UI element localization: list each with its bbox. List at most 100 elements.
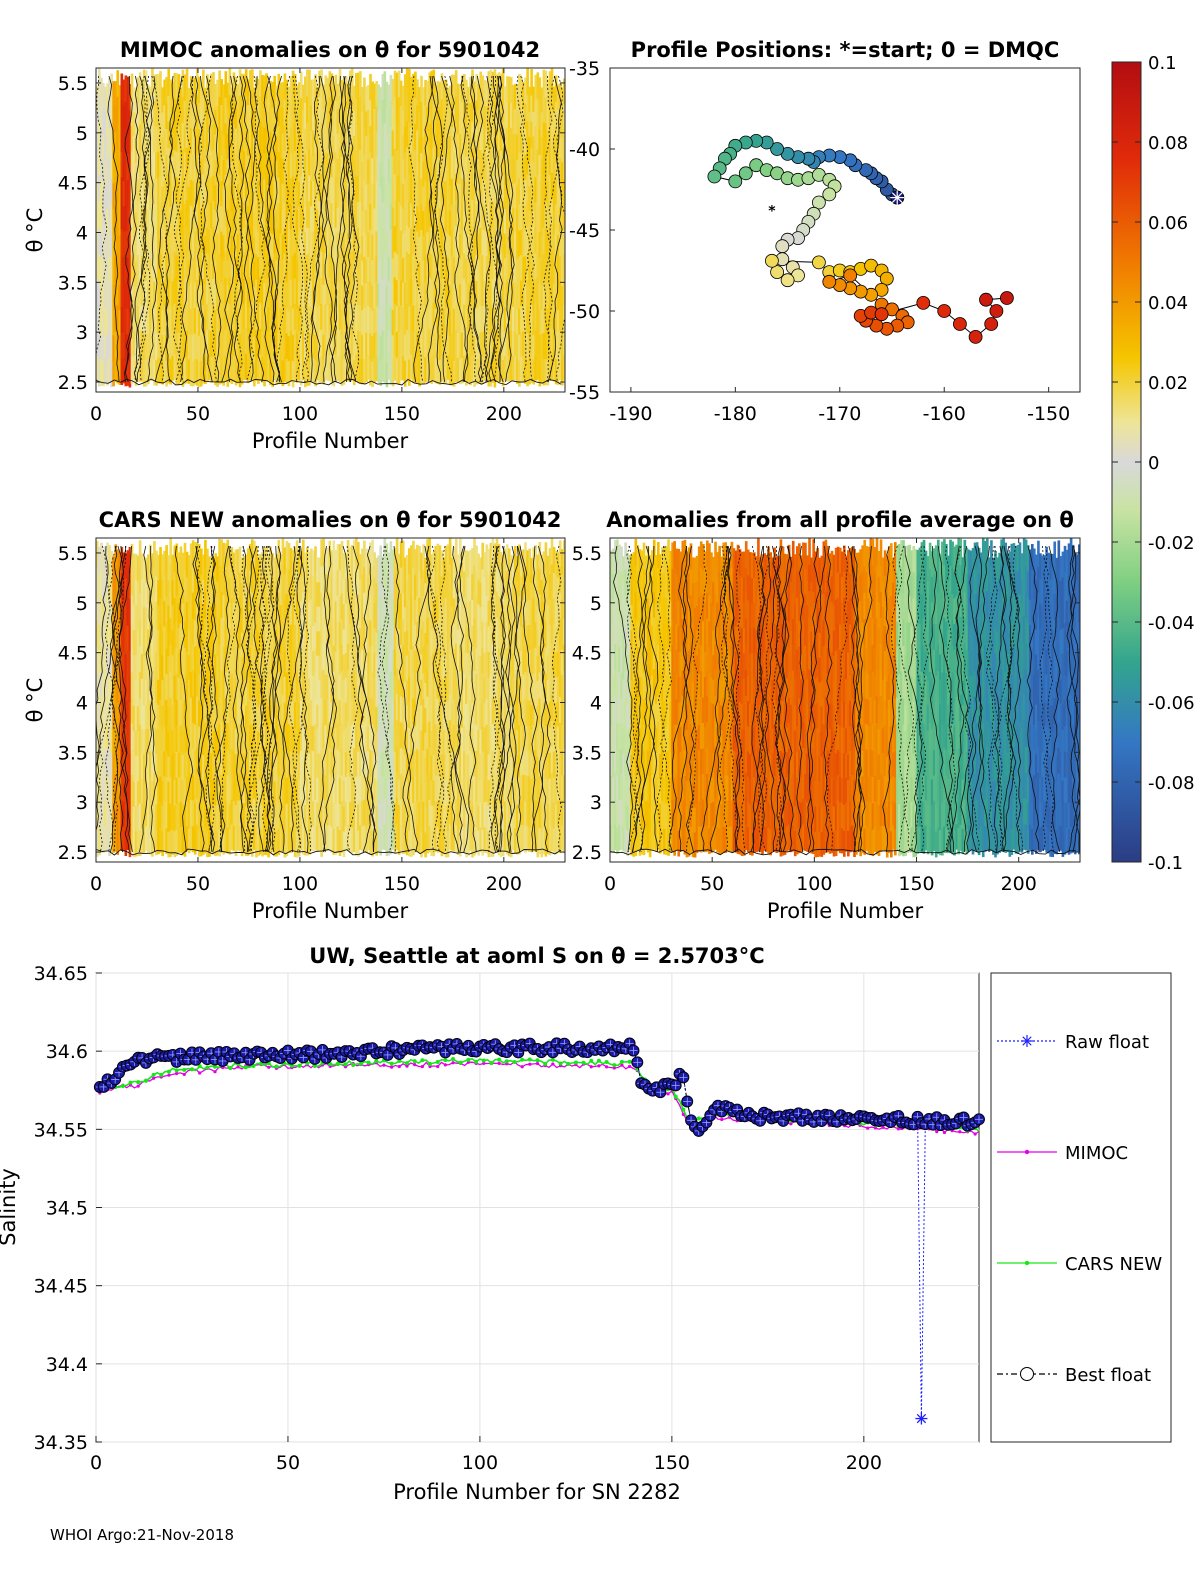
heatmap-cell — [218, 776, 221, 804]
heatmap-cell — [310, 130, 313, 156]
heatmap-cell — [295, 804, 299, 831]
heatmap-cell — [412, 593, 415, 620]
heatmap-cell — [147, 284, 150, 310]
heatmap-cell — [163, 230, 166, 256]
heatmap-cell — [348, 354, 352, 382]
heatmap-cell — [297, 305, 301, 331]
heatmap-cell — [528, 210, 531, 236]
heatmap-cell — [405, 355, 409, 383]
heatmap-cell — [526, 121, 529, 149]
heatmap-cell — [495, 355, 499, 382]
heatmap-cell — [236, 109, 240, 135]
heatmap-cell — [373, 677, 376, 703]
heatmap-cell — [236, 599, 240, 625]
heatmap-cell — [322, 84, 325, 110]
heatmap-cell — [377, 777, 381, 803]
heatmap-cell — [234, 600, 238, 627]
heatmap-cell — [142, 704, 146, 730]
heatmap-cell — [395, 72, 399, 99]
heatmap-cell — [481, 75, 485, 102]
heatmap-cell — [198, 622, 201, 649]
heatmap-cell — [391, 599, 395, 625]
heatmap-cell — [420, 229, 423, 256]
heatmap-cell — [338, 329, 342, 356]
heatmap-cell — [350, 673, 354, 700]
heatmap-cell — [269, 648, 272, 675]
heatmap-cell — [399, 670, 403, 697]
heatmap-cell — [403, 308, 407, 335]
heatmap-cell — [401, 566, 405, 594]
heatmap-cell — [306, 95, 309, 123]
heatmap-cell — [187, 137, 191, 163]
heatmap-cell — [261, 305, 264, 332]
heatmap-cell — [293, 74, 297, 100]
heatmap-cell — [104, 86, 107, 112]
heatmap-cell — [481, 280, 485, 307]
heatmap-cell — [418, 186, 421, 213]
heatmap-cell — [320, 830, 323, 857]
heatmap-cell — [340, 80, 344, 106]
contour-line — [547, 75, 563, 383]
heatmap-cell — [100, 645, 103, 673]
heatmap-cell — [295, 593, 299, 620]
heatmap-cell — [120, 698, 124, 725]
heatmap-cell — [308, 174, 311, 202]
heatmap-cell — [153, 203, 156, 231]
heatmap-cell — [436, 181, 440, 208]
heatmap-cell — [212, 123, 215, 150]
heatmap-cell — [530, 356, 533, 383]
heatmap-cell — [371, 645, 374, 673]
heatmap-cell — [422, 827, 425, 854]
heatmap-cell — [153, 255, 156, 282]
heatmap-cell — [206, 677, 209, 704]
heatmap-cell — [228, 68, 232, 95]
heatmap-cell — [179, 801, 183, 828]
heatmap-cell — [348, 699, 352, 726]
heatmap-cell — [465, 334, 468, 361]
heatmap-cell — [428, 825, 432, 853]
heatmap-cell — [548, 71, 552, 98]
heatmap-cell — [289, 178, 293, 204]
heatmap-cell — [546, 206, 550, 233]
heatmap-cell — [357, 98, 360, 125]
heatmap-cell — [548, 148, 552, 175]
heatmap-cell — [357, 330, 360, 357]
position-marker — [879, 271, 894, 286]
heatmap-cell — [287, 723, 291, 750]
heatmap-cell — [375, 681, 379, 707]
heatmap-cell — [232, 201, 236, 228]
heatmap-cell — [420, 178, 423, 205]
heatmap-cell — [142, 96, 146, 123]
heatmap-cell — [426, 231, 429, 258]
heatmap-cell — [550, 68, 554, 95]
heatmap-cell — [528, 334, 531, 360]
heatmap-cell — [163, 650, 166, 677]
heatmap-cell — [310, 573, 313, 600]
heatmap-cell — [389, 645, 393, 672]
heatmap-cell — [446, 233, 450, 259]
position-marker — [770, 265, 784, 280]
heatmap-cell — [401, 110, 405, 136]
heatmap-cell — [191, 540, 195, 567]
heatmap-cell — [210, 330, 213, 357]
heatmap-cell — [332, 260, 336, 287]
heatmap-cell — [379, 310, 383, 337]
heatmap-cell — [361, 235, 364, 261]
heatmap-cell — [501, 174, 505, 202]
heatmap-cell — [532, 309, 536, 335]
heatmap-cell — [281, 183, 285, 210]
heatmap-cell — [236, 674, 240, 701]
heatmap-cell — [183, 621, 187, 648]
heatmap-cell — [238, 360, 242, 388]
heatmap-cell — [444, 155, 448, 182]
heatmap-cell — [175, 306, 179, 334]
heatmap-cell — [426, 722, 429, 749]
heatmap-cell — [507, 355, 511, 382]
heatmap-cell — [375, 155, 379, 182]
heatmap-cell — [475, 99, 478, 127]
heatmap-cell — [379, 360, 383, 386]
heatmap-cell — [383, 616, 387, 643]
heatmap-cell — [161, 554, 164, 580]
heatmap-cell — [371, 310, 374, 337]
heatmap-cell — [414, 356, 417, 383]
